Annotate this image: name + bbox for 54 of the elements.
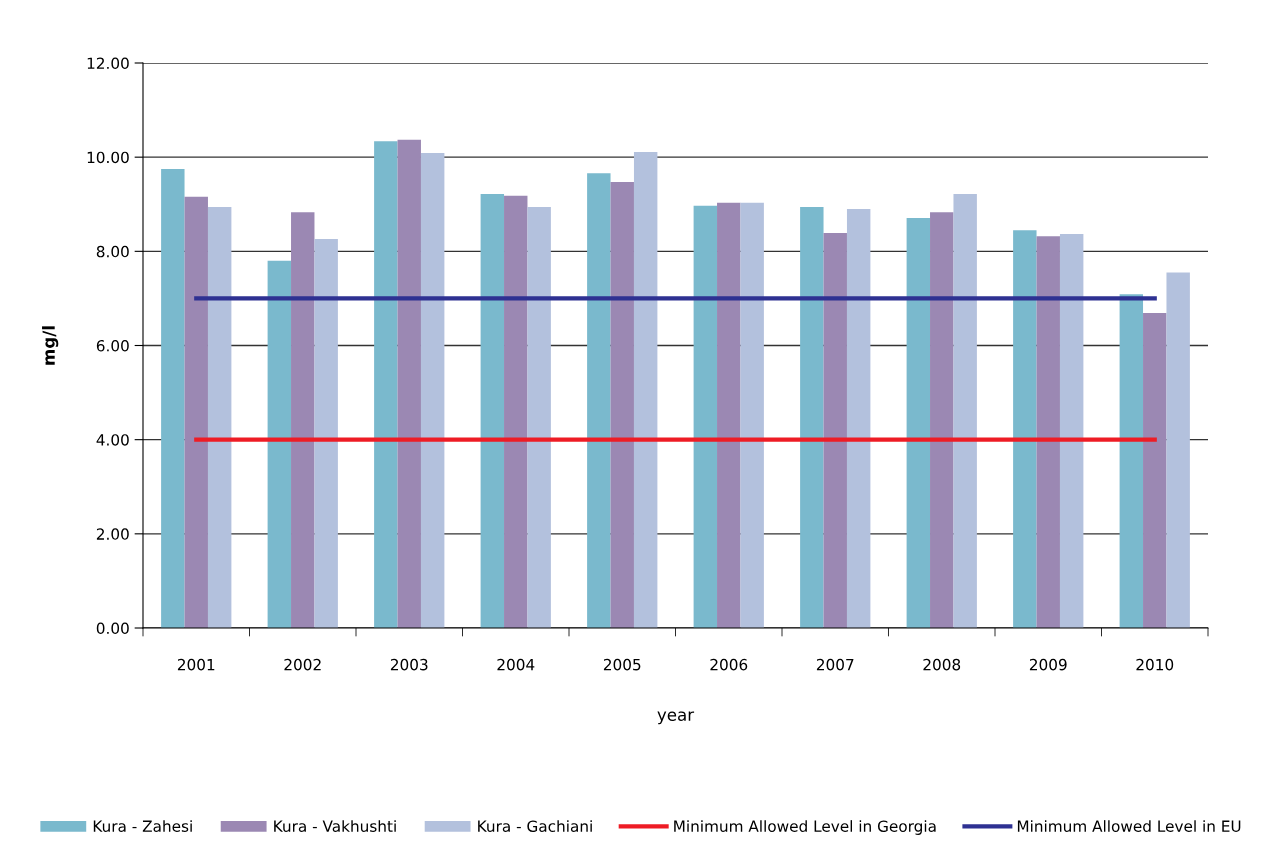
bar — [161, 168, 185, 628]
x-tick-label: 2010 — [1136, 658, 1174, 671]
y-tick-label: 2.00 — [96, 528, 129, 540]
x-tick-label: 2008 — [923, 658, 961, 671]
bar — [1166, 272, 1190, 628]
x-axis-title: year — [657, 711, 695, 725]
x-tick-label: 2003 — [390, 658, 428, 671]
x-tick-label: 2002 — [284, 658, 321, 671]
bar — [823, 232, 847, 628]
y-tick-label: 10.00 — [87, 151, 129, 164]
x-tick-label: 2007 — [816, 658, 854, 671]
bar — [207, 207, 232, 628]
bar — [1059, 233, 1084, 628]
bar — [397, 139, 421, 628]
x-tick-label: 2004 — [497, 658, 535, 671]
y-tick-label: 0.00 — [96, 622, 129, 635]
y-tick-label: 12.00 — [87, 57, 129, 70]
bar — [1013, 230, 1037, 628]
legend-label: Kura - Zahesi — [93, 820, 192, 832]
bar — [291, 212, 315, 628]
x-tick-label: 2009 — [1029, 658, 1067, 671]
bar — [906, 217, 931, 628]
bar — [420, 152, 445, 628]
bar — [267, 260, 292, 628]
legend-label: Kura - Vakhushti — [274, 820, 396, 832]
bar — [693, 205, 718, 628]
bar — [740, 202, 764, 628]
y-tick-label: 4.00 — [96, 434, 129, 446]
bar — [527, 207, 551, 628]
y-axis-title: mg/l — [42, 326, 59, 365]
bar — [717, 202, 741, 628]
bar — [800, 207, 824, 628]
bar — [846, 208, 871, 628]
bar — [953, 193, 977, 628]
bar — [1036, 236, 1060, 628]
bar — [184, 196, 208, 628]
bar — [1119, 294, 1144, 628]
bar — [930, 212, 954, 628]
x-tick-label: 2005 — [603, 658, 641, 671]
bar — [633, 151, 658, 628]
bar — [587, 173, 611, 628]
bar — [1143, 313, 1167, 628]
legend-label: Minimum Allowed Level in Georgia — [674, 820, 936, 835]
bar — [480, 193, 505, 628]
x-tick-label: 2001 — [177, 658, 215, 671]
bar — [374, 141, 398, 628]
legend-label: Kura - Gachiani — [478, 820, 592, 832]
bar — [504, 195, 528, 628]
legend-label: Minimum Allowed Level in EU — [1017, 820, 1241, 832]
bar — [314, 239, 338, 628]
bar — [610, 182, 634, 628]
y-tick-label: 6.00 — [96, 339, 129, 352]
y-tick-label: 8.00 — [96, 245, 129, 258]
x-tick-label: 2006 — [710, 658, 748, 671]
